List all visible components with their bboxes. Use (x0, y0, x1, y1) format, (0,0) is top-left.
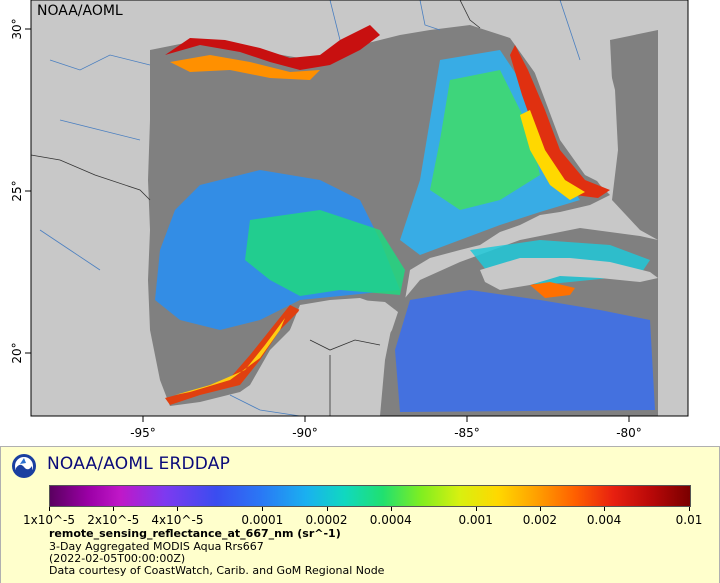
colorbar-tick-6 (475, 507, 477, 511)
coastal-band-yucatan (165, 305, 300, 405)
colorbar-label-8: 0.004 (586, 513, 622, 527)
colorbar-tick-0 (49, 507, 50, 511)
land-yucatan (230, 300, 398, 416)
land-florida (500, 0, 658, 185)
colorbar-tick-2 (177, 507, 179, 511)
dataset-time: (2022-02-05T00:00:00Z) (49, 552, 186, 565)
lat-tick-label-0: 30° (10, 18, 24, 39)
colorbar-label-4: 0.0002 (305, 513, 348, 527)
legend-panel: NOAA/AOML ERDDAP 1x10^-5 2x10^-5 4x10^-5 0.… (0, 446, 720, 583)
coastal-band-florida-yellow (520, 110, 585, 200)
coastal-band-florida (510, 45, 610, 198)
map-credit: NOAA/AOML (37, 3, 123, 19)
reflectance-field-central (245, 210, 405, 296)
lon-tick-label-0: -95° (130, 426, 156, 440)
legend-org-name: NOAA/AOML ERDDAP (47, 454, 231, 474)
colorbar-label-2: 4x10^-5 (151, 513, 204, 527)
atlantic-no-data (600, 30, 658, 240)
variable-name: remote_sensing_reflectance_at_667_nm (sr… (49, 527, 341, 540)
colorbar-tick-8 (604, 507, 606, 511)
reflectance-field-south (395, 290, 655, 412)
lon-tick-label-2: -85° (454, 426, 480, 440)
coastal-band-cuba (530, 282, 575, 298)
coastal-band-north-orange (170, 55, 320, 80)
colorbar-tick-3 (262, 507, 264, 511)
colorbar-tick-9 (689, 507, 690, 511)
longitude-axis: -95° -90° -85° -80° (130, 416, 642, 440)
colorbar-label-1: 2x10^-5 (87, 513, 140, 527)
colorbar-label-5: 0.0004 (369, 513, 412, 527)
dataset-title: 3-Day Aggregated MODIS Aqua Rrs667 (49, 540, 264, 553)
colorbar-tick-5 (390, 507, 392, 511)
colorbar-label-6: 0.001 (458, 513, 493, 527)
lat-tick-label-2: 20° (10, 342, 24, 363)
borders (30, 0, 481, 416)
coastal-band-yucatan-yellow (175, 318, 285, 395)
colorbar-label-7: 0.002 (522, 513, 558, 527)
coastal-band-north (165, 25, 380, 70)
lon-tick-label-1: -90° (292, 426, 318, 440)
map-canvas[interactable]: -95° -90° -85° -80° 30° 25° 20° (0, 0, 720, 446)
latitude-axis: 30° 25° 20° (10, 18, 31, 364)
lat-tick-label-1: 25° (10, 180, 24, 201)
rivers (39, 0, 581, 417)
colorbar-tick-7 (539, 507, 541, 511)
colorbar (49, 485, 691, 507)
data-credit: Data courtesy of CoastWatch, Carib. and … (49, 564, 385, 577)
colorbar-label-3: 0.0001 (241, 513, 284, 527)
land-cuba (480, 258, 658, 290)
plot-frame (30, 0, 689, 417)
colorbar-label-9: 0.01 (675, 513, 703, 527)
colorbar-label-0: 1x10^-5 (22, 513, 76, 527)
colorbar-tick-1 (113, 507, 115, 511)
reflectance-field-east-green (430, 70, 540, 210)
colorbar-tick-4 (326, 507, 328, 511)
lon-tick-label-3: -80° (616, 426, 642, 440)
noaa-logo-icon (12, 454, 36, 478)
map-frame: -95° -90° -85° -80° 30° 25° 20° NOAA/AOML (0, 0, 720, 446)
